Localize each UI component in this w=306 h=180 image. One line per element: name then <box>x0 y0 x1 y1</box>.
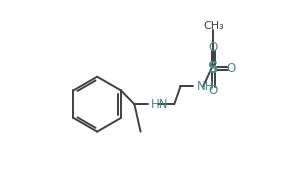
Text: CH₃: CH₃ <box>203 21 224 31</box>
Text: HN: HN <box>151 98 169 111</box>
Text: O: O <box>226 62 236 75</box>
Text: NH: NH <box>196 80 214 93</box>
Text: O: O <box>209 84 218 96</box>
Text: O: O <box>209 41 218 54</box>
Text: S: S <box>208 61 218 76</box>
